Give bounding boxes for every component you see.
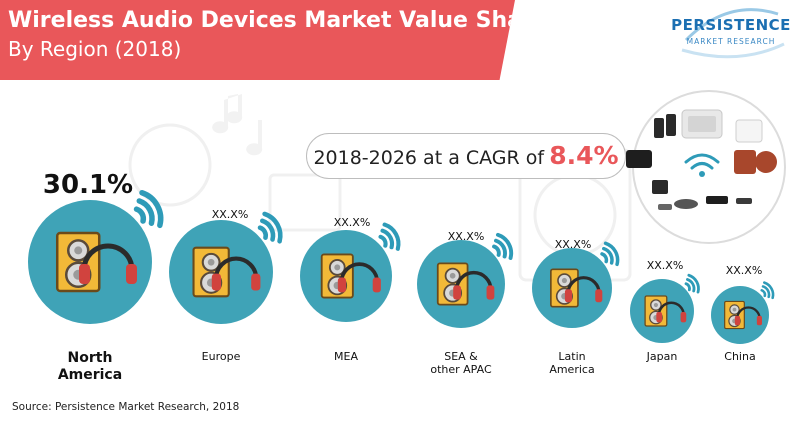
- region-label: Japan: [646, 350, 678, 363]
- source-note: Source: Persistence Market Research, 201…: [12, 401, 240, 413]
- speaker-icon: [724, 300, 745, 330]
- region-bubble: [417, 232, 514, 328]
- region-label: MEA: [334, 350, 358, 363]
- speaker-icon: [436, 262, 469, 306]
- wifi-icon: [684, 273, 700, 294]
- speaker-icon: [320, 253, 354, 299]
- wifi-icon: [600, 241, 620, 267]
- bubble-value-label: XX.X%: [334, 216, 371, 229]
- bubble-value-label: XX.X%: [726, 264, 763, 277]
- headphones-icon: [453, 270, 495, 300]
- region-label: North America: [58, 350, 122, 383]
- cagr-text: 2018-2026 at a CAGR of: [313, 147, 545, 169]
- headphones-icon: [79, 243, 137, 284]
- bubble-value-label: XX.X%: [448, 230, 485, 243]
- wifi-icon: [760, 281, 775, 300]
- speaker-icon: [55, 231, 101, 293]
- speaker-icon: [192, 246, 230, 298]
- wifi-icon: [133, 189, 164, 229]
- wireless-devices-image: [626, 90, 786, 244]
- region-bubble: [28, 189, 164, 324]
- wifi-icon: [378, 222, 401, 251]
- bubble-value-label: XX.X%: [212, 208, 249, 221]
- region-label: Europe: [202, 350, 241, 363]
- headphones-icon: [564, 276, 603, 303]
- region-bubble: [300, 222, 401, 322]
- headphones-icon: [211, 256, 261, 291]
- region-label: Latin America: [549, 350, 594, 376]
- region-bubble: [630, 273, 700, 343]
- logo-name: PERSISTENCE: [671, 16, 791, 34]
- region-bubble: [532, 241, 620, 328]
- cagr-value: 8.4%: [549, 141, 619, 170]
- region-bubble: [169, 211, 283, 324]
- speaker-icon: [644, 295, 668, 327]
- region-label: SEA & other APAC: [430, 350, 492, 376]
- speaker-icon: [550, 268, 579, 308]
- region-label: China: [724, 350, 755, 363]
- bubble-value-label: XX.X%: [555, 238, 592, 251]
- logo-subtitle: MARKET RESEARCH: [686, 37, 776, 46]
- wifi-icon: [492, 232, 514, 260]
- chart-subtitle: By Region (2018): [8, 37, 182, 61]
- title-banner: Wireless Audio Devices Market Value Shar…: [0, 0, 515, 80]
- headphones-icon: [656, 301, 687, 323]
- cagr-callout: 2018-2026 at a CAGR of 8.4%: [306, 133, 626, 179]
- headphones-icon: [734, 306, 762, 326]
- region-bubble: [711, 281, 775, 344]
- wifi-icon: [257, 211, 283, 244]
- wifi-icon: [684, 153, 720, 170]
- bubble-value-label: 30.1%: [43, 170, 133, 200]
- headphones-icon: [337, 262, 381, 293]
- bubble-value-label: XX.X%: [647, 259, 684, 272]
- globe-swoosh-icon: [681, 8, 785, 59]
- chart-title: Wireless Audio Devices Market Value Shar…: [8, 8, 598, 33]
- persistence-logo: PERSISTENCE MARKET RESEARCH: [668, 4, 794, 62]
